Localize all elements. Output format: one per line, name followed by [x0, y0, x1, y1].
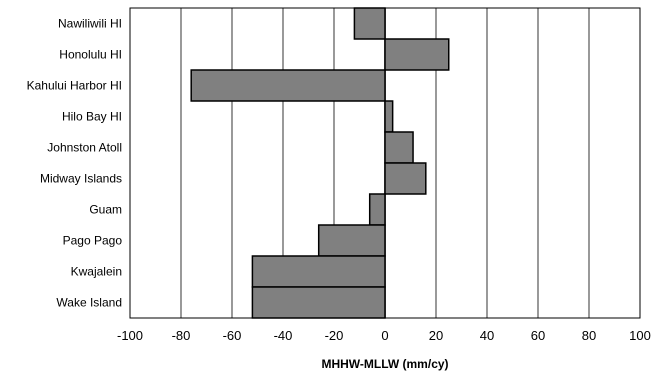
- category-label: Kwajalein: [71, 265, 122, 279]
- bar: [317, 224, 386, 257]
- x-tick-label: -40: [274, 328, 293, 343]
- x-axis-title: MHHW-MLLW (mm/cy): [321, 357, 448, 371]
- category-label: Pago Pago: [63, 234, 123, 248]
- category-label: Hilo Bay HI: [62, 110, 122, 124]
- x-tick-label: -80: [172, 328, 191, 343]
- category-label: Guam: [89, 203, 122, 217]
- x-tick-label: -60: [223, 328, 242, 343]
- category-label: Nawiliwili HI: [58, 17, 122, 31]
- x-tick-label: 60: [531, 328, 545, 343]
- bar: [190, 69, 386, 102]
- bar: [251, 286, 386, 319]
- x-tick-label: 100: [629, 328, 651, 343]
- x-tick-label: 80: [582, 328, 596, 343]
- x-axis-tick-labels: -100 -80 -60 -40 -20 0 20 40 60 80 100: [117, 328, 651, 343]
- category-label: Honolulu HI: [59, 48, 122, 62]
- category-label: Johnston Atoll: [47, 141, 122, 155]
- bar: [368, 193, 386, 226]
- category-label: Wake Island: [56, 296, 122, 310]
- bar: [384, 38, 450, 71]
- bar: [384, 131, 414, 164]
- x-tick-label: -100: [117, 328, 143, 343]
- category-label: Midway Islands: [40, 172, 122, 186]
- bar: [251, 255, 386, 288]
- x-tick-label: 0: [381, 328, 388, 343]
- bar: [384, 100, 394, 133]
- bars: [190, 7, 450, 319]
- x-tick-label: 40: [480, 328, 494, 343]
- bar: [353, 7, 386, 40]
- category-labels: Nawiliwili HI Honolulu HI Kahului Harbor H…: [27, 17, 123, 310]
- x-tick-label: -20: [325, 328, 344, 343]
- x-tick-label: 20: [429, 328, 443, 343]
- bar: [384, 162, 427, 195]
- category-label: Kahului Harbor HI: [27, 79, 122, 93]
- plot-area: [129, 7, 641, 319]
